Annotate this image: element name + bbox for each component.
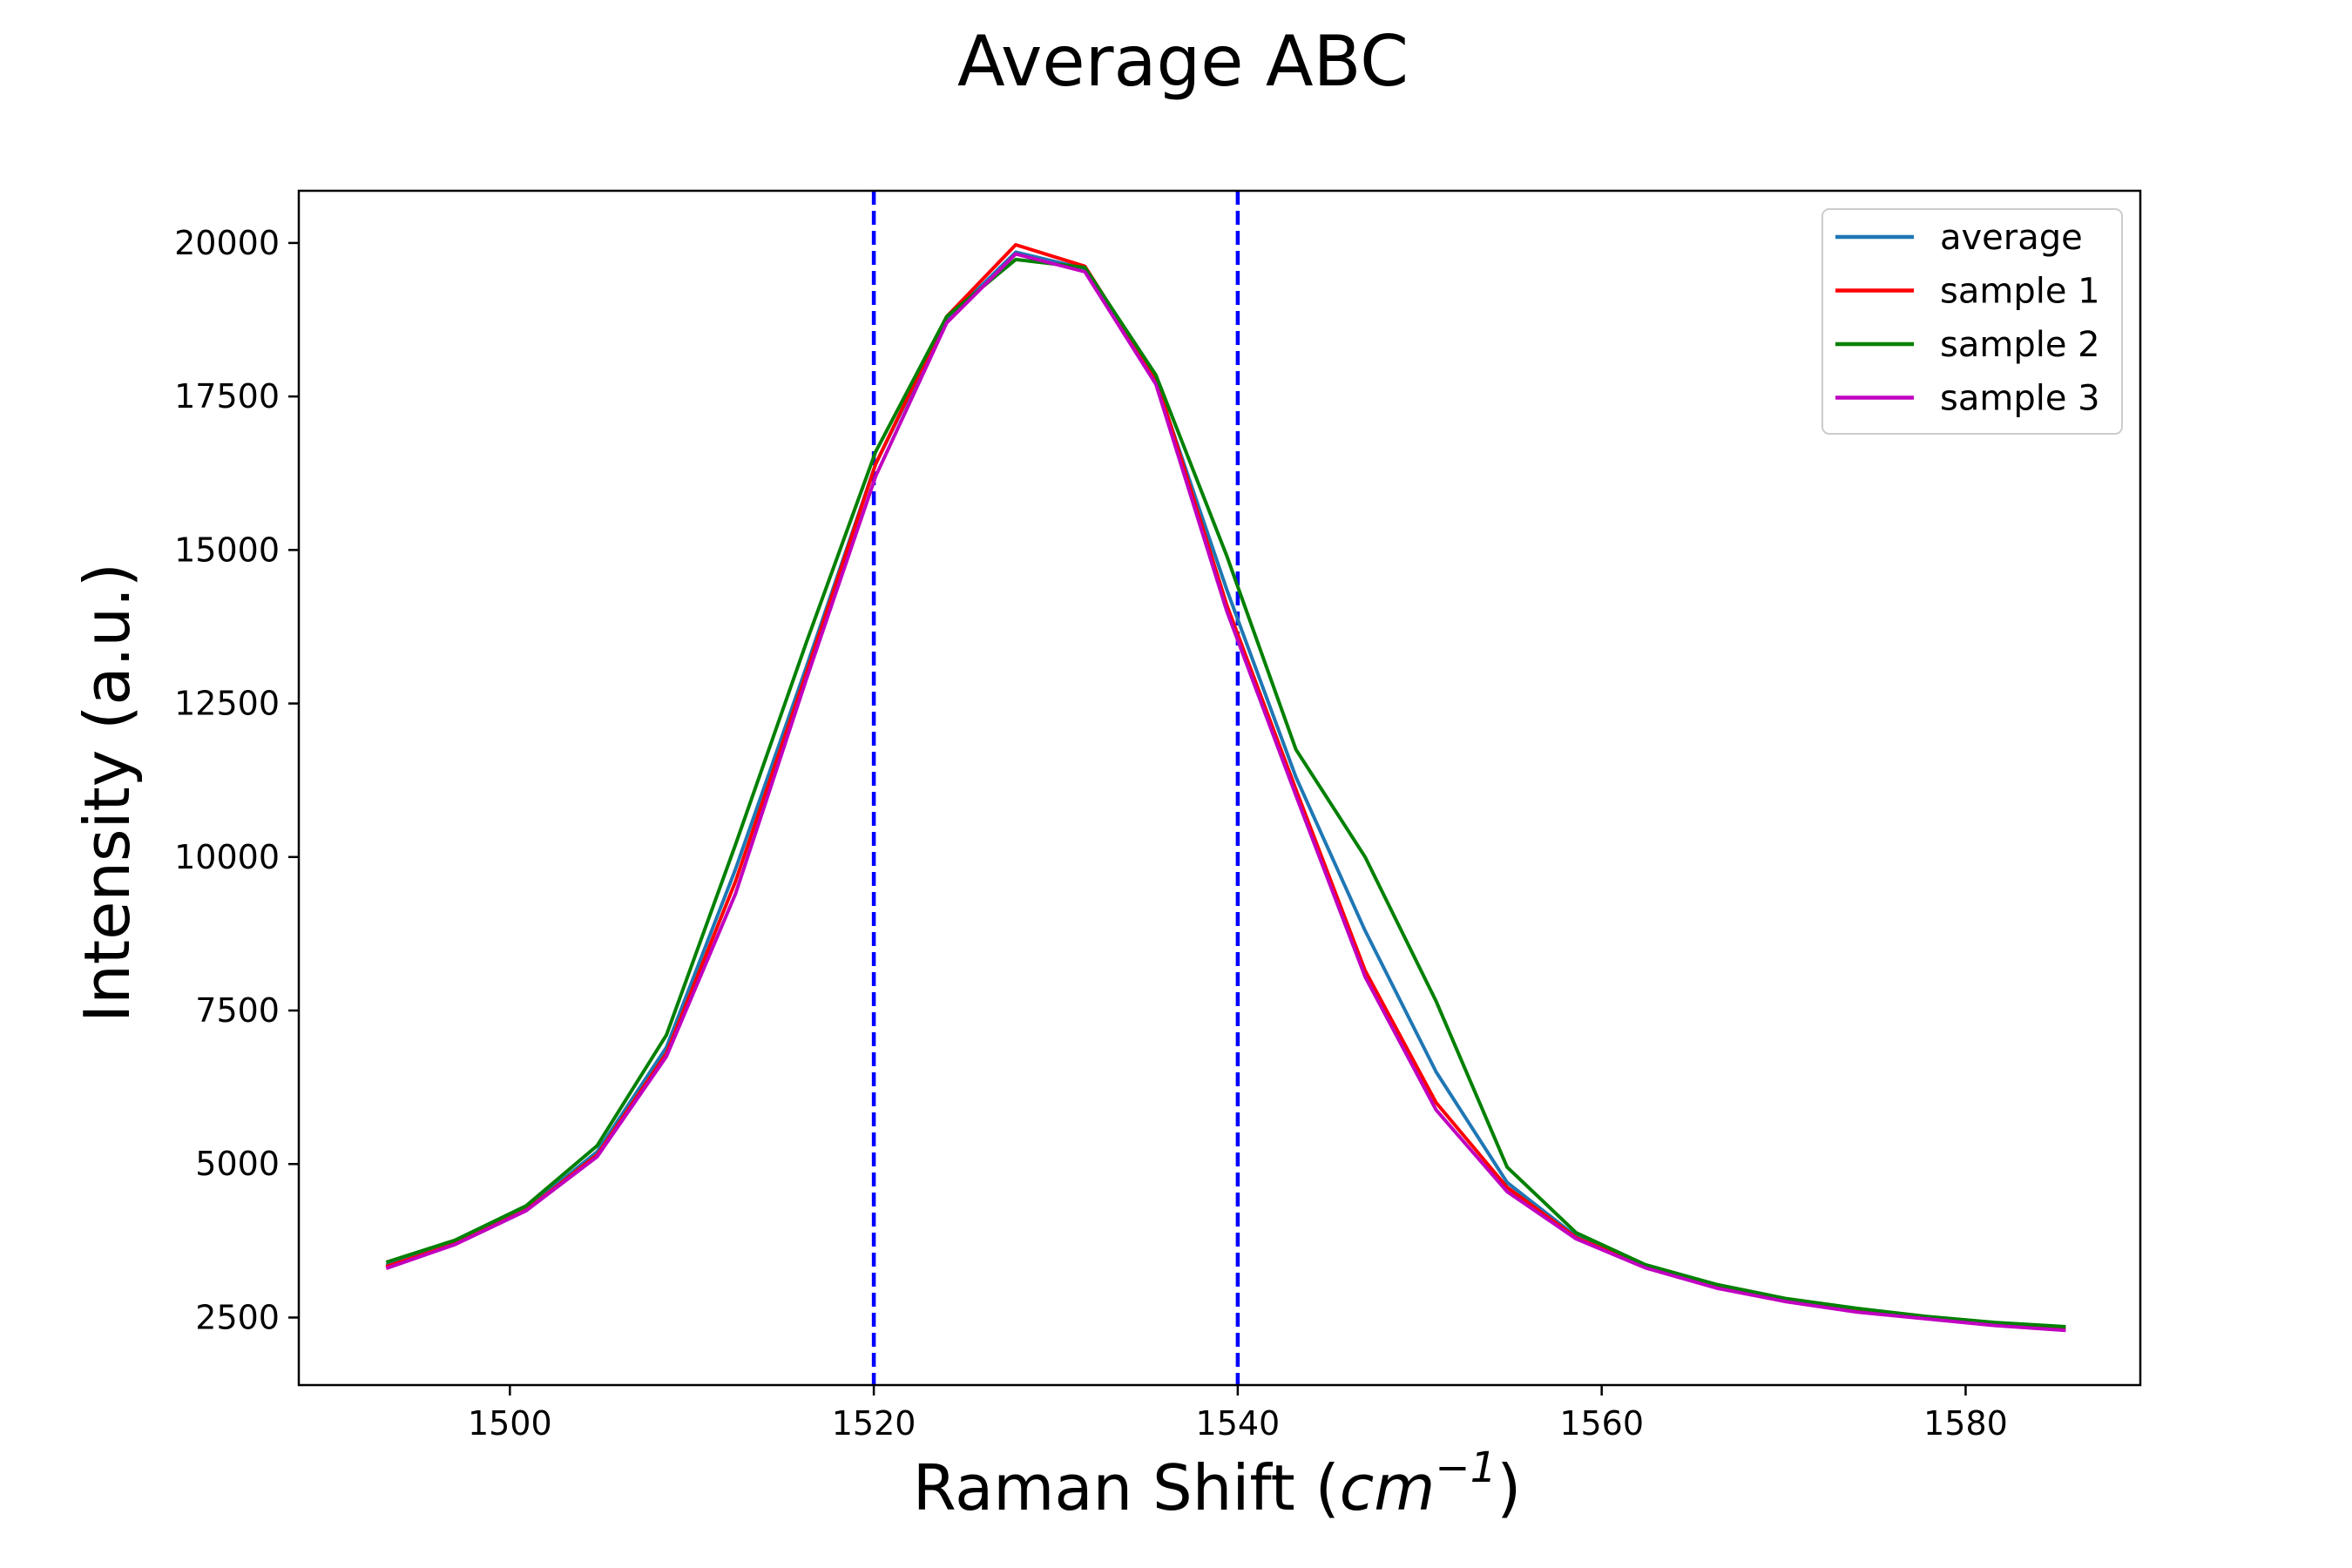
y-tick-label: 15000 [174,531,280,569]
x-axis-ticks: 1500 1520 1540 1560 1580 [468,1385,2008,1443]
x-tick-label: 1500 [468,1404,552,1443]
x-tick-label: 1560 [1559,1404,1644,1443]
x-tick-label: 1520 [832,1404,916,1443]
legend-label-sample-1: sample 1 [1940,272,2100,312]
x-axis-label-unit: cm [1340,1451,1436,1524]
series-lines [385,243,2066,1333]
x-axis-label-prefix: Raman Shift ( [913,1451,1340,1524]
reference-lines [871,191,1240,1385]
y-tick-label: 5000 [195,1145,280,1183]
legend: average sample 1 sample 2 sample 3 [1821,208,2123,435]
y-tick-label: 10000 [174,838,280,876]
x-tick-label: 1580 [1923,1404,2008,1443]
axes-frame [297,189,2142,1387]
x-axis-label-suffix: ) [1497,1451,1521,1524]
x-tick-label: 1540 [1196,1404,1281,1443]
y-tick-label: 7500 [195,991,280,1030]
chart-title: Average ABC [957,21,1409,102]
y-axis-label: Intensity (a.u.) [71,563,144,1023]
legend-box [1821,208,2123,435]
legend-label-sample-3: sample 3 [1940,379,2100,419]
legend-entries: average sample 1 sample 2 sample 3 [1835,218,2100,419]
series-line-sample-2 [385,257,2066,1328]
x-axis-label: Raman Shift (cm−1) [913,1443,1522,1524]
legend-label-sample-2: sample 2 [1940,325,2100,365]
y-axis-ticks: 2500 5000 7500 10000 12500 15000 17500 20000 [174,224,299,1336]
x-axis-label-exponent: −1 [1435,1443,1497,1492]
legend-label-average: average [1940,218,2083,258]
y-tick-label: 17500 [174,377,280,416]
y-tick-label: 20000 [174,224,280,262]
series-line-sample-3 [385,252,2066,1333]
y-tick-label: 12500 [174,685,280,723]
y-tick-label: 2500 [195,1298,280,1336]
